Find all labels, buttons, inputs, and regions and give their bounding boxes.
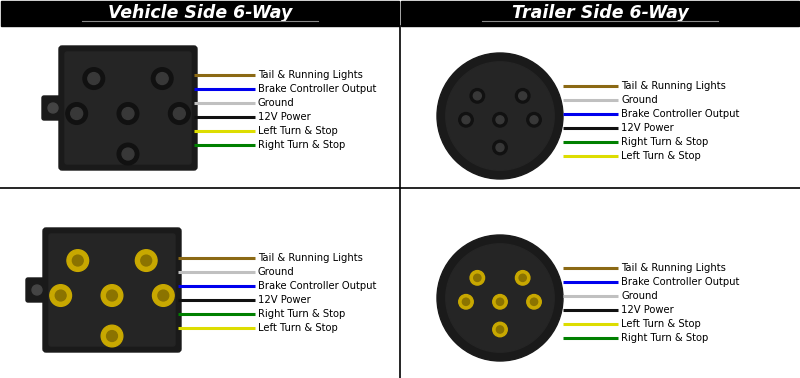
FancyBboxPatch shape bbox=[49, 234, 175, 346]
Text: Right Turn & Stop: Right Turn & Stop bbox=[621, 333, 708, 343]
Circle shape bbox=[158, 290, 169, 301]
Circle shape bbox=[106, 331, 118, 341]
Text: 12V Power: 12V Power bbox=[258, 295, 310, 305]
Circle shape bbox=[496, 326, 504, 333]
Circle shape bbox=[474, 274, 481, 282]
FancyBboxPatch shape bbox=[26, 278, 48, 302]
Circle shape bbox=[470, 88, 485, 103]
Text: Brake Controller Output: Brake Controller Output bbox=[621, 109, 739, 119]
Circle shape bbox=[101, 285, 123, 306]
Circle shape bbox=[83, 68, 105, 89]
Text: Tail & Running Lights: Tail & Running Lights bbox=[258, 253, 363, 263]
Text: Right Turn & Stop: Right Turn & Stop bbox=[621, 137, 708, 147]
Text: Tail & Running Lights: Tail & Running Lights bbox=[258, 70, 363, 80]
Bar bbox=[1, 1, 399, 26]
Circle shape bbox=[88, 73, 100, 85]
Circle shape bbox=[493, 140, 507, 155]
Circle shape bbox=[496, 144, 504, 152]
Text: Tail & Running Lights: Tail & Running Lights bbox=[621, 81, 726, 91]
Circle shape bbox=[117, 103, 139, 124]
Text: Brake Controller Output: Brake Controller Output bbox=[258, 281, 376, 291]
Circle shape bbox=[446, 244, 554, 352]
Circle shape bbox=[48, 103, 58, 113]
Text: Trailer Side 6-Way: Trailer Side 6-Way bbox=[512, 5, 688, 23]
Circle shape bbox=[493, 294, 507, 309]
Circle shape bbox=[437, 235, 563, 361]
Text: Left Turn & Stop: Left Turn & Stop bbox=[621, 319, 701, 329]
Text: Right Turn & Stop: Right Turn & Stop bbox=[258, 140, 346, 150]
Circle shape bbox=[493, 113, 507, 127]
Text: Brake Controller Output: Brake Controller Output bbox=[621, 277, 739, 287]
Circle shape bbox=[526, 294, 542, 309]
Circle shape bbox=[446, 62, 554, 170]
Circle shape bbox=[135, 250, 157, 271]
Circle shape bbox=[141, 255, 152, 266]
Text: Left Turn & Stop: Left Turn & Stop bbox=[621, 151, 701, 161]
Text: 12V Power: 12V Power bbox=[258, 112, 310, 122]
Text: Ground: Ground bbox=[621, 95, 658, 105]
Text: Right Turn & Stop: Right Turn & Stop bbox=[258, 309, 346, 319]
Circle shape bbox=[101, 325, 123, 347]
FancyBboxPatch shape bbox=[43, 228, 181, 352]
Circle shape bbox=[515, 271, 530, 285]
Circle shape bbox=[106, 290, 118, 301]
Circle shape bbox=[458, 294, 474, 309]
Circle shape bbox=[156, 73, 168, 85]
Circle shape bbox=[470, 271, 485, 285]
Text: Brake Controller Output: Brake Controller Output bbox=[258, 84, 376, 94]
Circle shape bbox=[32, 285, 42, 295]
Circle shape bbox=[70, 108, 82, 119]
Circle shape bbox=[526, 113, 542, 127]
Circle shape bbox=[50, 285, 71, 306]
Circle shape bbox=[515, 88, 530, 103]
Circle shape bbox=[151, 68, 173, 89]
Circle shape bbox=[462, 116, 470, 124]
Text: Ground: Ground bbox=[258, 98, 294, 108]
FancyBboxPatch shape bbox=[59, 46, 197, 170]
FancyBboxPatch shape bbox=[42, 96, 64, 120]
Circle shape bbox=[530, 298, 538, 305]
Circle shape bbox=[117, 143, 139, 165]
Text: Left Turn & Stop: Left Turn & Stop bbox=[258, 323, 338, 333]
Circle shape bbox=[518, 92, 526, 100]
Text: 12V Power: 12V Power bbox=[621, 305, 674, 315]
Circle shape bbox=[493, 322, 507, 337]
FancyBboxPatch shape bbox=[65, 52, 191, 164]
Circle shape bbox=[122, 108, 134, 119]
Circle shape bbox=[67, 250, 89, 271]
Circle shape bbox=[474, 92, 482, 100]
Circle shape bbox=[72, 255, 83, 266]
Circle shape bbox=[174, 108, 186, 119]
Circle shape bbox=[496, 298, 504, 305]
Text: Tail & Running Lights: Tail & Running Lights bbox=[621, 263, 726, 273]
Circle shape bbox=[55, 290, 66, 301]
Circle shape bbox=[66, 103, 87, 124]
Text: Left Turn & Stop: Left Turn & Stop bbox=[258, 126, 338, 136]
Circle shape bbox=[496, 116, 504, 124]
Text: Vehicle Side 6-Way: Vehicle Side 6-Way bbox=[108, 5, 292, 23]
Circle shape bbox=[153, 285, 174, 306]
Circle shape bbox=[458, 113, 474, 127]
Circle shape bbox=[169, 103, 190, 124]
Circle shape bbox=[437, 53, 563, 179]
Text: 12V Power: 12V Power bbox=[621, 123, 674, 133]
Text: Ground: Ground bbox=[258, 267, 294, 277]
Bar bbox=[401, 1, 799, 26]
Circle shape bbox=[530, 116, 538, 124]
Text: Ground: Ground bbox=[621, 291, 658, 301]
Circle shape bbox=[519, 274, 526, 282]
Circle shape bbox=[462, 298, 470, 305]
Circle shape bbox=[122, 148, 134, 160]
